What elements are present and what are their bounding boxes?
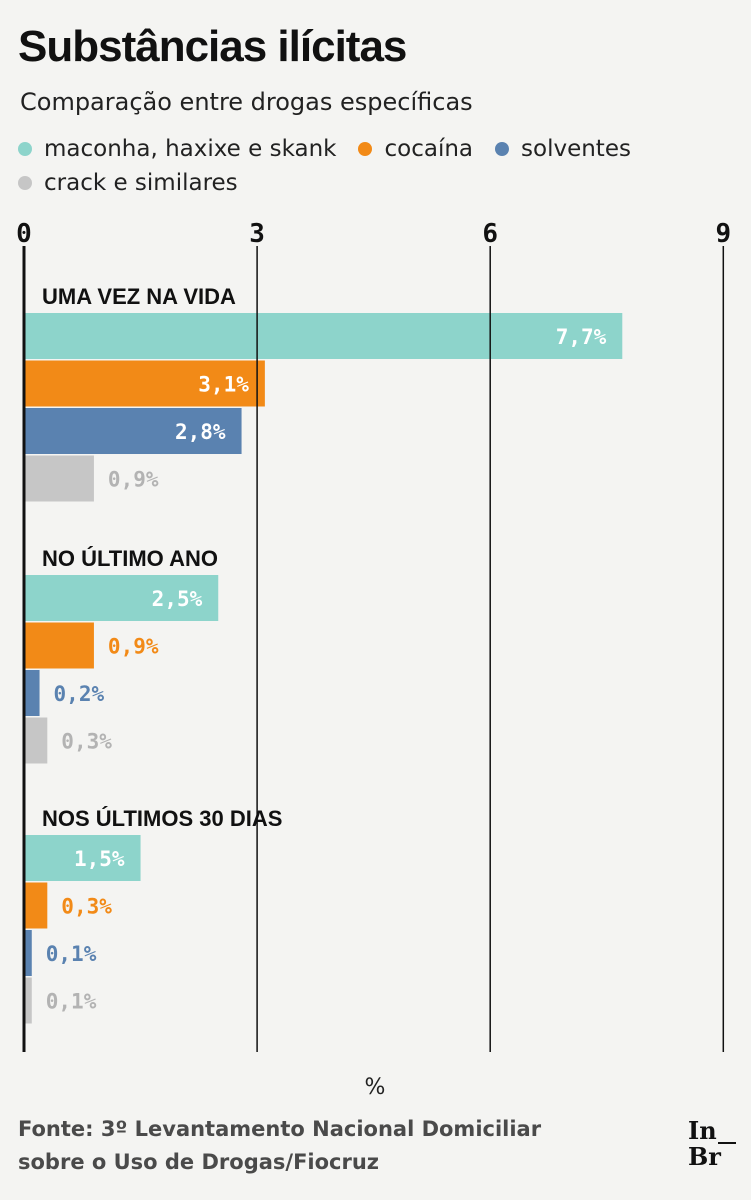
data-label: 3,1% — [198, 373, 249, 397]
bar — [24, 575, 219, 621]
bar — [24, 408, 242, 454]
bar-chart: UMA VEZ NA VIDA 7,7% 3,1% 2,8% 0,9% NO ÚLTIMO… — [16, 219, 731, 1100]
bar — [24, 835, 141, 881]
bar — [24, 977, 32, 1024]
chart-legend: maconha, haxixe e skank cocaína solvente… — [18, 132, 718, 200]
data-label: 0,1% — [46, 942, 97, 966]
bar — [24, 313, 623, 359]
legend-dot-icon — [18, 142, 32, 156]
source-line-2: sobre o Uso de Drogas/Fiocruz — [18, 1150, 380, 1174]
bar — [24, 882, 48, 929]
data-label: 2,8% — [175, 420, 226, 444]
legend-label: solventes — [521, 136, 631, 162]
source-note: Fonte: 3º Levantamento Nacional Domicili… — [18, 1113, 541, 1179]
logo-text-bottom: Br — [688, 1142, 721, 1171]
logo-rule — [718, 1142, 736, 1144]
data-label: 0,3% — [61, 730, 112, 754]
legend-dot-icon — [18, 176, 32, 190]
chart-title: Substâncias ilícitas — [18, 22, 407, 71]
chart-subtitle: Comparação entre drogas específicas — [20, 88, 473, 116]
legend-label: crack e similares — [44, 170, 238, 196]
legend-item-cocaina: cocaína — [358, 132, 473, 166]
legend-dot-icon — [495, 142, 510, 156]
bar — [24, 622, 94, 669]
logo-text-top: In — [688, 1116, 717, 1145]
legend-label: maconha, haxixe e skank — [44, 136, 337, 162]
group-label: NO ÚLTIMO ANO — [42, 546, 218, 571]
data-label: 0,1% — [46, 990, 97, 1014]
data-label: 0,2% — [54, 682, 105, 706]
data-label: 1,5% — [74, 847, 125, 871]
x-tick-label: 3 — [249, 219, 265, 249]
group-label: NOS ÚLTIMOS 30 DIAS — [42, 806, 282, 831]
data-label: 0,3% — [61, 895, 112, 919]
legend-item-solventes: solventes — [495, 132, 631, 166]
data-label: 7,7% — [556, 325, 607, 349]
legend-item-crack: crack e similares — [18, 166, 238, 200]
bar — [24, 717, 48, 764]
legend-dot-icon — [358, 142, 373, 156]
data-label: 0,9% — [108, 635, 159, 659]
bar — [24, 360, 265, 407]
x-tick-label: 9 — [715, 219, 731, 249]
data-label: 2,5% — [152, 587, 203, 611]
source-line-1: Fonte: 3º Levantamento Nacional Domicili… — [18, 1117, 542, 1141]
inbr-logo: In Br — [688, 1118, 740, 1170]
bar — [24, 455, 94, 502]
legend-item-maconha: maconha, haxixe e skank — [18, 132, 336, 166]
legend-label: cocaína — [384, 136, 474, 162]
data-label: 0,9% — [108, 468, 159, 492]
bar — [24, 930, 32, 976]
bar — [24, 670, 40, 716]
group-label: UMA VEZ NA VIDA — [42, 284, 236, 309]
x-tick-label: 6 — [482, 219, 498, 249]
x-tick-label: 0 — [16, 219, 32, 249]
x-axis-label: % — [365, 1075, 386, 1100]
